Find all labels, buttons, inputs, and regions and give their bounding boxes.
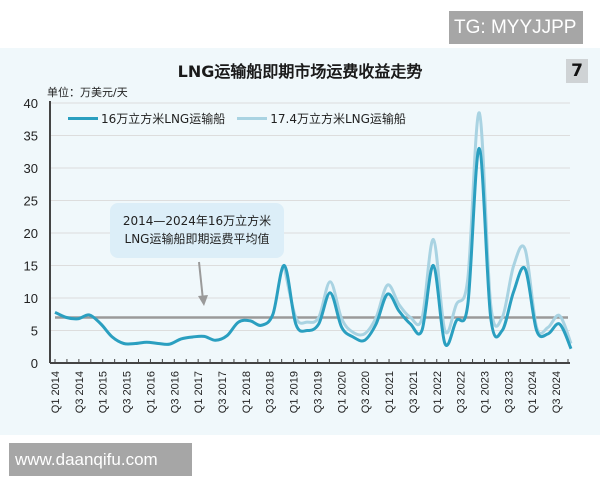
- x-tick-label: Q3 2017: [217, 371, 229, 413]
- y-tick-label: 5: [31, 324, 38, 339]
- y-tick-label: 30: [24, 161, 38, 176]
- x-tick-label: Q3 2018: [265, 371, 277, 413]
- legend-label-174k: 17.4万立方米LNG运输船: [270, 112, 406, 126]
- callout-arrow: [198, 261, 208, 306]
- x-tick-label: Q3 2019: [312, 371, 324, 413]
- y-tick-label: 40: [24, 96, 38, 111]
- legend-label-160k: 16万立方米LNG运输船: [101, 112, 226, 126]
- unit-label: 单位：万美元/天: [47, 86, 128, 99]
- x-tick-label: Q1 2014: [50, 371, 62, 413]
- legend-swatch-174k: [237, 117, 268, 120]
- y-tick-label: 0: [31, 356, 38, 371]
- annotation-line-2: LNG运输船即期运费平均值: [124, 232, 270, 246]
- x-tick-label: Q3 2020: [360, 371, 372, 413]
- x-tick-label: Q3 2023: [503, 371, 515, 413]
- x-tick-label: Q3 2021: [408, 371, 420, 413]
- x-tick-label: Q1 2021: [384, 371, 396, 413]
- x-tick-label: Q1 2023: [479, 371, 491, 413]
- annotation-line-1: 2014—2024年16万立方米: [122, 214, 272, 228]
- x-tick-label: Q3 2024: [551, 371, 563, 413]
- x-tick-label: Q1 2019: [289, 371, 301, 413]
- average-annotation: 2014—2024年16万立方米 LNG运输船即期运费平均值: [110, 203, 284, 258]
- x-tick-label: Q3 2015: [122, 371, 134, 413]
- x-tick-label: Q1 2018: [241, 371, 253, 413]
- series-160k-line: [54, 146, 573, 350]
- x-tick-label: Q1 2017: [193, 371, 205, 413]
- legend: 16万立方米LNG运输船 17.4万立方米LNG运输船: [68, 110, 418, 127]
- legend-item-160k: 16万立方米LNG运输船: [68, 110, 225, 127]
- y-tick-label: 20: [24, 226, 38, 241]
- x-tick-label: Q3 2014: [74, 371, 86, 413]
- y-tick-label: 35: [24, 129, 38, 144]
- chart-title: LNG运输船即期市场运费收益走势: [177, 62, 423, 81]
- y-tick-label: 25: [24, 194, 38, 209]
- x-tick-label: Q1 2024: [527, 371, 539, 413]
- x-tick-label: Q1 2020: [336, 371, 348, 413]
- chart-panel: [0, 48, 600, 435]
- legend-swatch-160k: [68, 117, 98, 120]
- x-tick-label: Q1 2015: [98, 371, 110, 413]
- figure-number-badge: 7: [566, 59, 588, 83]
- arrow-shaft: [198, 261, 204, 301]
- x-tick-label: Q3 2022: [456, 371, 468, 413]
- series-174k-line: [282, 111, 573, 345]
- x-tick-label: Q1 2022: [432, 371, 444, 413]
- watermark-bottom: www.daanqifu.com: [9, 443, 192, 476]
- y-tick-label: 15: [24, 259, 38, 274]
- y-tick-label: 10: [24, 291, 38, 306]
- axes: Q1 2014 Q3 2014 Q1 2015 Q3 2015 Q1 2016 Q3 20…: [49, 101, 570, 413]
- legend-item-174k: 17.4万立方米LNG运输船: [237, 110, 406, 127]
- arrow-head: [198, 295, 208, 306]
- x-tick-label: Q3 2016: [169, 371, 181, 413]
- watermark-top: TG: MYYJJPP: [449, 11, 583, 44]
- x-tick-label: Q1 2016: [145, 371, 157, 413]
- series-lines: [54, 111, 573, 350]
